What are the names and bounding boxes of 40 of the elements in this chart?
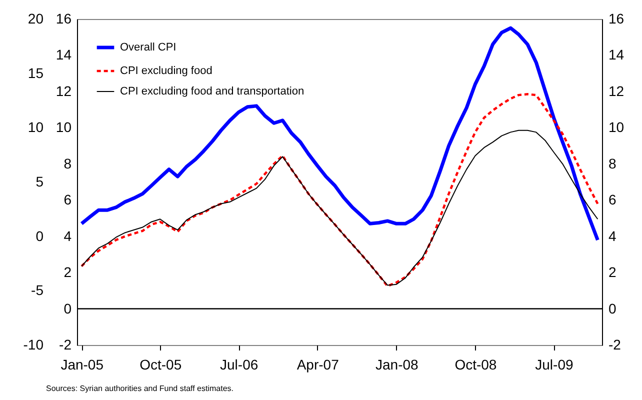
line-series — [80, 26, 600, 242]
x-tick-label: Jul-06 — [220, 356, 258, 372]
y3-tick-label: 20 — [28, 10, 44, 26]
x-tick-label: Jan-08 — [376, 356, 419, 372]
x-tick-label: Jan-05 — [60, 356, 104, 372]
y-tick-label: 12 — [56, 82, 72, 99]
x-tick-label: Apr-07 — [296, 356, 340, 372]
y2-tick-label: 8 — [608, 155, 616, 172]
x-tick-label: Oct-08 — [454, 356, 497, 372]
y-tick-label: 2 — [64, 264, 72, 280]
y2-tick-label: 10 — [608, 119, 624, 136]
y3-tick-label: 15 — [28, 64, 44, 81]
y2-tick-label: 16 — [608, 10, 624, 26]
x-tick-label: Jul-09 — [535, 356, 574, 372]
legend-label: Overall CPI — [120, 42, 176, 54]
y-tick-label: 10 — [56, 119, 72, 136]
y-tick-label: 6 — [64, 192, 72, 208]
y3-tick-label: 5 — [36, 174, 44, 190]
y-tick-label: 16 — [56, 10, 72, 26]
y-tick-label: -2 — [59, 336, 72, 352]
legend-label: CPI excluding food and transportation — [120, 86, 304, 98]
y2-tick-label: 2 — [608, 264, 616, 280]
legend-label: CPI excluding food — [120, 65, 212, 77]
y2-tick-label: 0 — [608, 300, 616, 316]
y-tick-label: 14 — [56, 46, 72, 63]
y2-tick-label: 14 — [608, 46, 624, 63]
y2-tick-label: 4 — [608, 228, 616, 244]
y2-tick-label: 6 — [608, 192, 616, 208]
y2-tick-label: 12 — [608, 82, 624, 99]
y3-tick-label: -10 — [23, 336, 44, 352]
source-note: Sources: Syrian authorities and Fund staff estimates. — [46, 384, 234, 393]
line-series — [81, 130, 598, 286]
y-tick-label: 0 — [64, 300, 72, 316]
y3-tick-label: 0 — [36, 228, 44, 244]
y-tick-label: 8 — [64, 155, 72, 172]
y2-tick-label: -2 — [608, 336, 622, 352]
y3-tick-label: 10 — [28, 119, 44, 136]
y3-tick-label: -5 — [31, 282, 44, 298]
x-tick-label: Oct-05 — [140, 356, 182, 372]
y-tick-label: 4 — [64, 228, 72, 244]
